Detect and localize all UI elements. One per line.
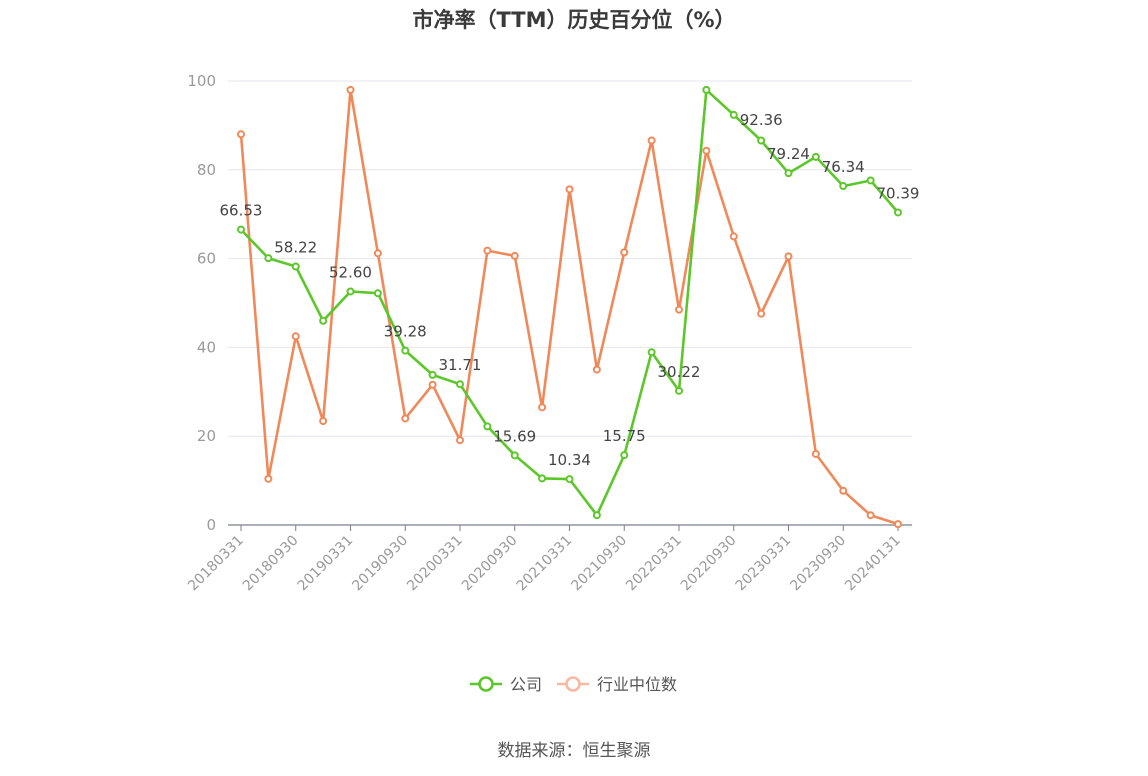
legend[interactable]: 公司 行业中位数 (470, 675, 677, 694)
data-point (264, 474, 273, 483)
data-point (538, 403, 547, 412)
data-point (647, 348, 656, 357)
data-point (483, 246, 492, 255)
series (237, 85, 902, 529)
x-tick-label: 20230930 (787, 533, 849, 595)
data-point (291, 262, 300, 271)
data-label: 92.36 (740, 111, 783, 129)
data-point (866, 511, 875, 520)
data-label: 10.34 (548, 451, 591, 469)
data-label: 52.60 (329, 263, 372, 281)
data-label: 58.22 (274, 239, 317, 257)
data-point (757, 309, 766, 318)
legend-marker-icon (565, 676, 581, 692)
x-tick-label: 20180331 (185, 533, 247, 595)
data-point (894, 520, 902, 529)
x-tick-label: 20220331 (623, 533, 685, 595)
y-tick-label: 80 (197, 161, 216, 179)
data-point (237, 225, 245, 234)
data-label: 15.75 (603, 427, 646, 445)
data-point (401, 414, 410, 423)
data-point (811, 152, 820, 161)
data-point (592, 365, 601, 374)
gridlines (228, 80, 912, 437)
legend-marker-icon (478, 676, 494, 692)
data-point (729, 232, 738, 241)
data-point (702, 85, 711, 94)
data-point (264, 254, 273, 263)
legend-label: 行业中位数 (597, 675, 677, 694)
data-point (373, 249, 382, 258)
data-point (346, 85, 355, 94)
data-point (839, 182, 848, 191)
data-label: 66.53 (220, 202, 263, 220)
x-tick-label: 20210930 (568, 533, 630, 595)
y-tick-label: 0 (206, 516, 216, 534)
data-labels: 66.53 58.22 52.60 39.28 31.71 15.69 10.34 15.75… (220, 111, 920, 469)
data-point (456, 380, 464, 389)
data-point (428, 380, 437, 389)
data-point (702, 146, 711, 155)
data-point (866, 176, 875, 185)
data-point (319, 316, 328, 325)
source-note: 数据来源：恒生聚源 (497, 741, 651, 761)
legend-label: 公司 (510, 675, 542, 694)
data-point (346, 287, 355, 296)
data-label: 30.22 (658, 363, 701, 381)
legend-item-industry[interactable]: 行业中位数 (557, 675, 677, 694)
x-tick-label: 20210331 (514, 533, 576, 595)
data-point (237, 130, 245, 139)
data-point (373, 289, 382, 298)
y-tick-label: 20 (197, 427, 216, 445)
data-point (675, 386, 683, 395)
data-point (538, 474, 547, 483)
data-point (483, 422, 492, 431)
data-label: 76.34 (822, 158, 865, 176)
chart-title: 市净率（TTM）历史百分位（%） (412, 8, 736, 32)
y-tick-label: 60 (197, 250, 216, 268)
data-point (565, 475, 574, 484)
data-point (592, 511, 601, 520)
data-point (428, 370, 437, 379)
x-tick-label: 20180930 (240, 533, 302, 595)
y-tick-label: 100 (187, 72, 216, 90)
data-point (894, 208, 902, 217)
data-point (319, 417, 328, 426)
legend-item-company[interactable]: 公司 (470, 675, 542, 694)
data-label: 15.69 (493, 427, 536, 445)
data-point (784, 169, 793, 178)
x-tick-label: 20240131 (842, 533, 904, 595)
data-point (456, 436, 464, 445)
data-point (839, 486, 848, 495)
data-point (675, 305, 683, 314)
data-label: 79.24 (767, 145, 810, 163)
data-point (510, 251, 519, 260)
y-tick-label: 40 (197, 338, 216, 356)
x-tick-label: 20230331 (733, 533, 795, 595)
data-point (729, 110, 738, 119)
data-label: 70.39 (877, 184, 920, 202)
data-point (647, 136, 656, 145)
x-tick-label: 20220930 (678, 533, 740, 595)
data-point (784, 252, 793, 261)
data-point (620, 451, 629, 460)
data-label: 31.71 (439, 356, 482, 374)
data-point (291, 332, 300, 341)
data-label: 39.28 (384, 323, 427, 341)
x-tick-label: 20200331 (404, 533, 466, 595)
data-point (510, 451, 519, 460)
data-point (565, 185, 574, 194)
data-point (620, 248, 629, 257)
x-tick-label: 20200930 (459, 533, 521, 595)
x-tick-label: 20190930 (349, 533, 411, 595)
data-point (757, 136, 766, 145)
data-point (401, 346, 410, 355)
data-point (811, 449, 820, 458)
x-tick-label: 20190331 (295, 533, 357, 595)
